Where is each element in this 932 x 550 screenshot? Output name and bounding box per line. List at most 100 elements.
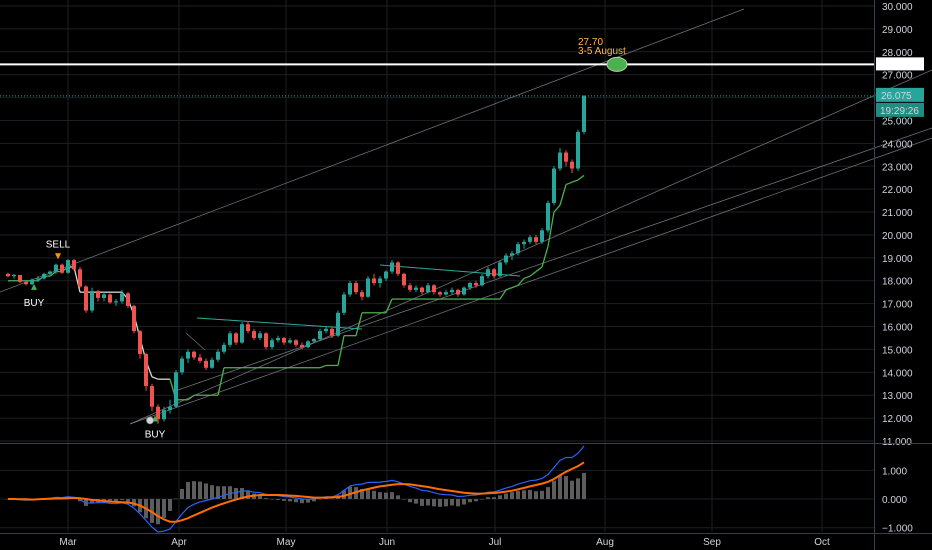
candle xyxy=(306,340,310,348)
candle-body xyxy=(420,288,424,293)
macd-histogram-bar xyxy=(396,495,400,499)
candle-body xyxy=(222,345,226,352)
x-tick-label: Jun xyxy=(379,537,395,548)
candle-body xyxy=(60,265,64,273)
macd-histogram-bar xyxy=(582,473,586,499)
macd-histogram-bar xyxy=(198,482,202,499)
candle-body xyxy=(162,410,166,419)
macd-histogram-bar xyxy=(180,489,184,499)
candle-body xyxy=(282,338,286,343)
candle-body xyxy=(210,360,214,368)
candle-body xyxy=(444,292,448,294)
candle-body xyxy=(558,153,562,169)
macd-histogram-bar xyxy=(384,493,388,499)
candle-body xyxy=(156,407,160,420)
candle-body xyxy=(354,283,358,292)
macd-histogram-bar xyxy=(558,475,562,499)
candle-body xyxy=(528,237,532,242)
macd-histogram-bar xyxy=(492,497,496,499)
candle-body xyxy=(480,276,484,285)
candle-body xyxy=(432,285,436,292)
candle-body xyxy=(294,340,298,345)
candle-body xyxy=(228,333,232,344)
candle-body xyxy=(42,274,46,279)
y-tick-label: 12.000 xyxy=(882,414,913,425)
candle-body xyxy=(402,274,406,285)
candle xyxy=(240,322,244,344)
macd-histogram-bar xyxy=(438,499,442,507)
candle-body xyxy=(456,290,460,295)
macd-histogram-bar xyxy=(522,490,526,499)
y-tick-label: 19.000 xyxy=(882,254,913,265)
candle-body xyxy=(246,324,250,331)
candle xyxy=(498,260,502,277)
candle-body xyxy=(264,333,268,347)
macd-histogram-bar xyxy=(288,499,292,501)
target-ellipse xyxy=(607,57,627,71)
candle-body xyxy=(312,339,316,341)
x-tick-label: Sep xyxy=(703,537,721,548)
macd-histogram-bar xyxy=(474,499,478,501)
macd-y-tick-label: 1.000 xyxy=(882,466,907,477)
macd-histogram-bar xyxy=(516,491,520,499)
y-tick-label: 28.000 xyxy=(882,48,913,59)
candle-body xyxy=(522,242,526,244)
candle-body xyxy=(468,283,472,288)
candle xyxy=(84,285,88,312)
candle-body xyxy=(372,278,376,283)
candle xyxy=(228,331,232,347)
candle xyxy=(72,259,76,270)
candle xyxy=(582,95,586,134)
macd-histogram-bar xyxy=(174,499,178,500)
y-tick-label: 11.000 xyxy=(882,437,912,448)
candle-body xyxy=(546,203,550,230)
candle-body xyxy=(192,352,196,358)
candle-body xyxy=(30,280,34,285)
y-tick-label: 20.000 xyxy=(882,231,913,242)
macd-histogram-bar xyxy=(468,499,472,502)
x-tick-label: Apr xyxy=(171,537,187,548)
candle-body xyxy=(216,352,220,360)
candle xyxy=(18,275,22,283)
candle xyxy=(108,293,112,303)
candle-body xyxy=(132,306,136,331)
candle-body xyxy=(408,285,412,290)
y-tick-label: 16.000 xyxy=(882,323,913,334)
y-tick-label: 15.000 xyxy=(882,345,913,356)
candle-body xyxy=(78,269,82,286)
macd-histogram-bar xyxy=(234,488,238,499)
macd-histogram-bar xyxy=(378,492,382,499)
candle-body xyxy=(108,294,112,302)
macd-histogram-bar xyxy=(570,481,574,499)
candle-body xyxy=(54,265,58,272)
y-tick-label: 23.000 xyxy=(882,162,913,173)
macd-histogram-bar xyxy=(276,499,280,500)
candle-body xyxy=(474,283,478,285)
candle-body xyxy=(126,293,130,306)
candle-body xyxy=(180,359,184,373)
candle xyxy=(180,356,184,374)
candle-body xyxy=(138,331,142,354)
macd-histogram-bar xyxy=(270,499,274,500)
macd-histogram-bar xyxy=(528,490,532,499)
candle-body xyxy=(516,244,520,253)
macd-histogram-bar xyxy=(294,499,298,502)
candle xyxy=(546,201,550,233)
candle xyxy=(126,292,130,308)
candle xyxy=(90,288,94,313)
candle-body xyxy=(582,96,586,132)
candle xyxy=(66,259,70,274)
candle-body xyxy=(48,272,52,274)
macd-histogram-bar xyxy=(120,499,124,500)
candle-body xyxy=(414,288,418,290)
low-point-marker xyxy=(147,417,154,424)
candle-body xyxy=(498,262,502,276)
y-tick-label: 13.000 xyxy=(882,391,913,402)
candle-body xyxy=(276,338,280,340)
candle-body xyxy=(342,294,346,312)
macd-histogram-bar xyxy=(510,492,514,499)
macd-histogram-bar xyxy=(204,483,208,499)
y-tick-label: 17.000 xyxy=(882,300,913,311)
